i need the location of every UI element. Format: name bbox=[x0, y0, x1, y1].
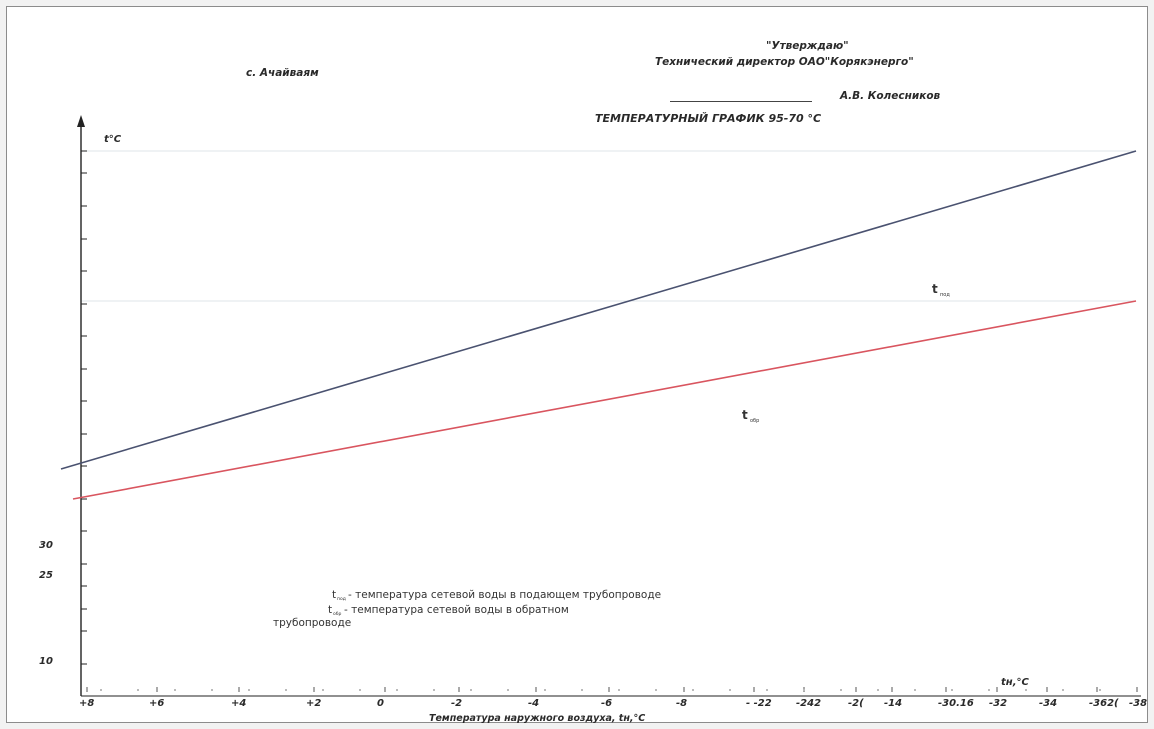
y-tick-label-1: 25 bbox=[39, 570, 53, 581]
chart-sheet: 10 25 30 +8 +6 +4 +2 0 -2 -4 -6 -8 - -22 -242 -2( -14 -3… bbox=[6, 6, 1148, 724]
x-tick-label-9: - -22 bbox=[746, 698, 772, 709]
chart-title: ТЕМПЕРАТУРНЫЙ ГРАФИК 95-70 °С bbox=[595, 112, 822, 125]
x-tick-label-14: -32 bbox=[989, 698, 1007, 709]
x-tick-label-16: -362( bbox=[1089, 698, 1119, 709]
series-layer bbox=[60, 150, 1137, 500]
location-label: с. Ачайваям bbox=[246, 67, 319, 79]
y-tick-label-0: 10 bbox=[39, 656, 53, 667]
y-axis-arrow-icon bbox=[77, 115, 85, 127]
director-label: Технический директор ОАО"Корякэнерго" bbox=[655, 56, 914, 68]
return-series-label: t обр bbox=[742, 408, 759, 424]
x-tick-label-11: -2( bbox=[848, 698, 864, 709]
return-label-sub: обр bbox=[750, 418, 759, 424]
series-line-0 bbox=[60, 150, 1137, 470]
x-unit-label: tн,°С bbox=[1001, 677, 1029, 688]
x-tick-label-1: +6 bbox=[149, 698, 164, 709]
x-tick-label-2: +4 bbox=[231, 698, 246, 709]
y-axis-label: t°С bbox=[104, 134, 122, 145]
series-line-1 bbox=[72, 300, 1137, 500]
x-tick-label-5: -2 bbox=[451, 698, 462, 709]
supply-label-symbol: t bbox=[932, 282, 938, 296]
y-tick-label-2: 30 bbox=[39, 540, 53, 551]
x-tick-label-12: -14 bbox=[884, 698, 902, 709]
legend-supply-text: - температура сетевой воды в подающем тр… bbox=[348, 589, 661, 601]
approve-label: "Утверждаю" bbox=[766, 40, 849, 52]
legend-return-text: - температура сетевой воды в обратном bbox=[344, 604, 569, 616]
x-tick-label-17: -38 bbox=[1129, 698, 1147, 709]
supply-series-label: t под bbox=[932, 282, 950, 298]
x-tick-label-6: -4 bbox=[528, 698, 539, 709]
x-tick-label-15: -34 bbox=[1039, 698, 1057, 709]
legend-return-sym: t bbox=[328, 604, 332, 616]
signer-label: А.В. Колесников bbox=[840, 90, 941, 102]
x-axis-title: Температура наружного воздуха, tн,°С bbox=[429, 713, 645, 724]
legend-supply-sub: под bbox=[337, 597, 346, 602]
legend-return-sub: обр bbox=[333, 611, 342, 617]
x-tick-label-10: -242 bbox=[796, 698, 821, 709]
supply-label-sub: под bbox=[940, 292, 950, 298]
x-tick-label-4: 0 bbox=[377, 698, 384, 709]
legend-supply-sym: t bbox=[332, 589, 336, 601]
grid-layer bbox=[81, 150, 1136, 302]
signature-line bbox=[670, 101, 812, 102]
temperature-chart: 10 25 30 +8 +6 +4 +2 0 -2 -4 -6 -8 - -22 -242 -2( -14 -3… bbox=[39, 115, 1147, 724]
return-label-symbol: t bbox=[742, 408, 748, 422]
x-tick-label-13: -30.16 bbox=[938, 698, 974, 709]
axes bbox=[77, 115, 1141, 697]
legend-return-text2: трубопроводе bbox=[273, 617, 351, 629]
x-tick-label-8: -8 bbox=[676, 698, 687, 709]
tick-layer: 10 25 30 +8 +6 +4 +2 0 -2 -4 -6 -8 - -22 -242 -2( -14 -3… bbox=[39, 150, 1147, 709]
x-tick-label-7: -6 bbox=[601, 698, 612, 709]
x-tick-label-3: +2 bbox=[306, 698, 321, 709]
legend: t под - температура сетевой воды в подаю… bbox=[273, 589, 661, 629]
x-tick-label-0: +8 bbox=[79, 698, 94, 709]
